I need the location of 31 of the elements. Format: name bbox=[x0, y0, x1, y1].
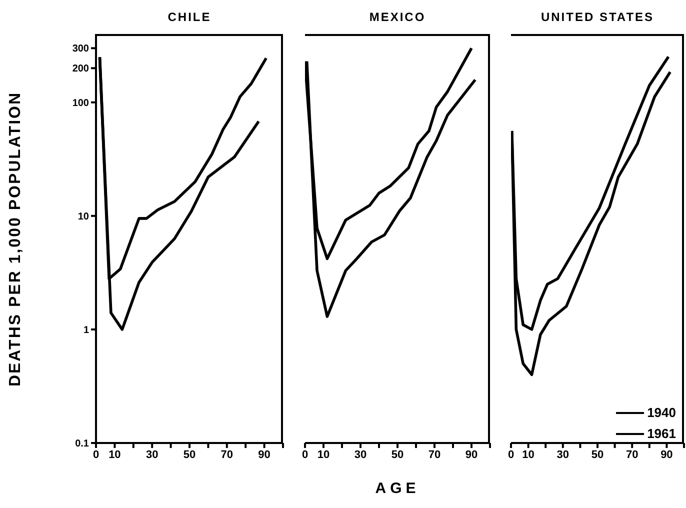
x-tick-label: 50 bbox=[391, 448, 404, 461]
x-tick-label: 0 bbox=[508, 448, 514, 461]
chart-title: UNITED STATES bbox=[540, 10, 656, 24]
x-tick-label: 30 bbox=[146, 448, 158, 461]
legend-label: 1961 bbox=[647, 426, 676, 441]
y-tick-label: 100 bbox=[72, 98, 90, 109]
y-tick-label: 0.1 bbox=[75, 438, 90, 450]
x-tick-label: 90 bbox=[465, 448, 478, 461]
x-tick-label: 50 bbox=[591, 448, 604, 461]
x-tick-label: 70 bbox=[220, 448, 234, 461]
x-tick-label: 10 bbox=[108, 448, 121, 461]
y-tick-label: 300 bbox=[72, 44, 90, 55]
chart-title: CHILE bbox=[166, 10, 212, 24]
x-tick-label: 70 bbox=[626, 448, 638, 461]
x-tick-label: 10 bbox=[317, 448, 330, 461]
x-axis-title: AGE bbox=[374, 480, 421, 497]
x-tick-label: 90 bbox=[660, 448, 673, 461]
x-tick-label: 0 bbox=[302, 448, 308, 461]
y-tick-label: 200 bbox=[72, 64, 90, 75]
x-tick-label: 30 bbox=[556, 448, 570, 461]
x-tick-label: 0 bbox=[92, 448, 100, 461]
x-tick-label: 10 bbox=[522, 448, 534, 461]
x-tick-label: 30 bbox=[354, 448, 367, 461]
chart-title: MEXICO bbox=[368, 10, 427, 24]
y-axis-title: DEATHS PER 1,000 POPULATION bbox=[7, 90, 25, 386]
x-tick-label: 90 bbox=[258, 448, 270, 461]
x-tick-label: 50 bbox=[183, 448, 196, 461]
legend-label: 1940 bbox=[647, 405, 676, 420]
y-tick-label: 1 bbox=[83, 325, 90, 336]
x-tick-label: 70 bbox=[428, 448, 441, 461]
y-tick-label: 10 bbox=[78, 211, 90, 222]
